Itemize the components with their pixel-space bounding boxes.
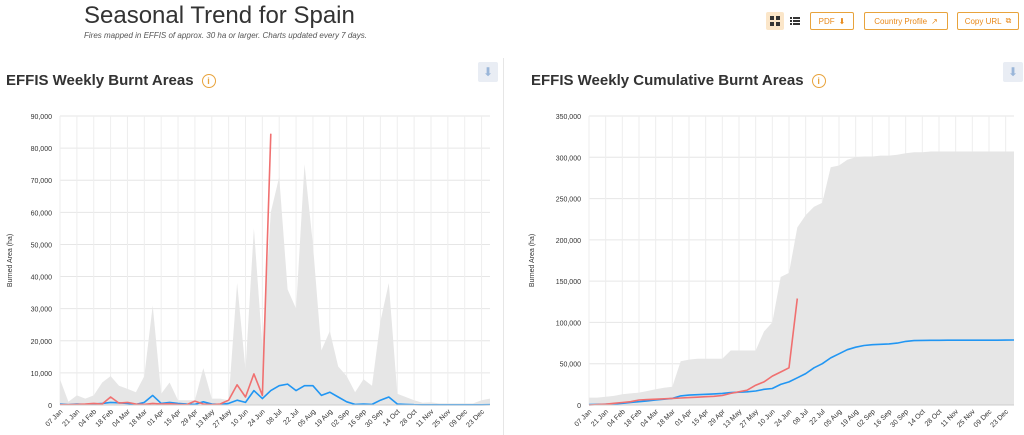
page-title: Seasonal Trend for Spain bbox=[84, 2, 355, 29]
x-tick-label: 23 Dec bbox=[989, 408, 1010, 429]
y-tick-label: 100,000 bbox=[556, 320, 581, 327]
copy-icon: ⧉ bbox=[1005, 16, 1012, 25]
y-tick-label: 30,000 bbox=[31, 307, 53, 314]
copy-url-label: Copy URL bbox=[964, 16, 1002, 26]
cumulative-chart-panel: EFFIS Weekly Cumulative Burnt Areas i ⬇ 0… bbox=[510, 58, 1024, 435]
cumulative-chart-title: EFFIS Weekly Cumulative Burnt Areas bbox=[531, 72, 804, 89]
y-tick-label: 200,000 bbox=[556, 238, 581, 245]
x-tick-label: 15 Apr bbox=[691, 408, 711, 428]
y-tick-label: 50,000 bbox=[31, 242, 53, 249]
x-tick-label: 24 Jun bbox=[247, 408, 267, 428]
view-toggle bbox=[766, 12, 804, 30]
download-chart-icon[interactable]: ⬇ bbox=[1003, 62, 1023, 82]
range-area bbox=[589, 151, 1014, 405]
x-tick-label: 01 Apr bbox=[674, 408, 694, 428]
x-tick-label: 14 Oct bbox=[382, 408, 402, 428]
y-tick-label: 40,000 bbox=[31, 275, 53, 282]
y-tick-label: 50,000 bbox=[560, 362, 582, 369]
x-tick-label: 01 Apr bbox=[146, 408, 166, 428]
y-axis-label: Burned Area (ha) bbox=[529, 234, 536, 287]
x-tick-label: 07 Jan bbox=[45, 408, 65, 428]
y-tick-label: 60,000 bbox=[31, 210, 53, 217]
page-header: Seasonal Trend for Spain Fires mapped in… bbox=[0, 0, 1024, 58]
x-tick-label: 23 Dec bbox=[465, 408, 486, 429]
range-area bbox=[60, 164, 490, 405]
download-chart-icon[interactable]: ⬇ bbox=[478, 62, 498, 82]
external-link-icon: ↗ bbox=[931, 16, 938, 26]
x-tick-label: 18 Mar bbox=[656, 408, 677, 429]
download-icon: ⬇ bbox=[838, 16, 846, 26]
current-year-series-line bbox=[60, 133, 272, 406]
weekly-chart-title-row: EFFIS Weekly Burnt Areas i bbox=[6, 72, 216, 89]
y-tick-label: 90,000 bbox=[31, 114, 53, 121]
country-profile-label: Country Profile bbox=[874, 16, 928, 26]
list-icon bbox=[790, 17, 800, 25]
list-view-button[interactable] bbox=[786, 12, 804, 30]
x-tick-label: 30 Sep bbox=[889, 408, 910, 429]
pdf-label: PDF bbox=[818, 16, 835, 26]
grid-view-button[interactable] bbox=[766, 12, 784, 30]
x-tick-label: 27 May bbox=[739, 408, 761, 430]
y-tick-label: 300,000 bbox=[556, 155, 581, 162]
current-year-series-line bbox=[588, 298, 799, 406]
copy-url-button[interactable]: Copy URL ⧉ bbox=[957, 12, 1019, 30]
info-icon[interactable]: i bbox=[811, 74, 826, 89]
page-subtitle: Fires mapped in EFFIS of approx. 30 ha o… bbox=[84, 31, 367, 40]
y-tick-label: 20,000 bbox=[31, 339, 53, 346]
y-tick-label: 0 bbox=[577, 403, 581, 410]
x-tick-label: 08 Jul bbox=[792, 408, 810, 426]
info-icon[interactable]: i bbox=[201, 74, 216, 89]
y-tick-label: 80,000 bbox=[31, 146, 53, 153]
x-tick-label: 10 Jun bbox=[230, 408, 250, 428]
weekly-chart-svg: 0 10,000 20,000 30,000 40,000 50,000 60,000 70,… bbox=[7, 114, 491, 430]
pdf-button[interactable]: PDF ⬇ bbox=[810, 12, 854, 30]
x-tick-label: 15 Apr bbox=[163, 408, 183, 428]
y-tick-label: 10,000 bbox=[31, 371, 53, 378]
x-tick-label: 30 Sep bbox=[364, 408, 385, 429]
x-tick-label: 27 May bbox=[212, 408, 234, 430]
cumulative-chart-svg: 0 50,000 100,000 150,000 200,000 250,000 300,0… bbox=[529, 114, 1015, 430]
x-tick-label: 07 Jan bbox=[574, 408, 594, 428]
y-tick-label: 350,000 bbox=[556, 114, 581, 121]
country-profile-button[interactable]: Country Profile ↗ bbox=[864, 12, 948, 30]
y-tick-label: 250,000 bbox=[556, 197, 581, 204]
x-tick-label: 24 Jun bbox=[774, 408, 794, 428]
x-tick-label: 14 Oct bbox=[907, 408, 927, 428]
x-tick-label: 18 Mar bbox=[128, 408, 149, 429]
y-tick-label: 70,000 bbox=[31, 178, 53, 185]
weekly-chart-panel: EFFIS Weekly Burnt Areas i ⬇ 0 10,000 20,00… bbox=[0, 58, 504, 435]
y-axis-label: Burned Area (ha) bbox=[7, 234, 14, 287]
x-tick-label: 10 Jun bbox=[757, 408, 777, 428]
y-tick-label: 150,000 bbox=[556, 279, 581, 286]
x-tick-label: 08 Jul bbox=[265, 408, 283, 426]
grid-icon bbox=[770, 16, 780, 26]
y-tick-label: 0 bbox=[48, 403, 52, 410]
cumulative-chart-title-row: EFFIS Weekly Cumulative Burnt Areas i bbox=[531, 72, 826, 89]
weekly-chart-title: EFFIS Weekly Burnt Areas bbox=[6, 72, 194, 89]
